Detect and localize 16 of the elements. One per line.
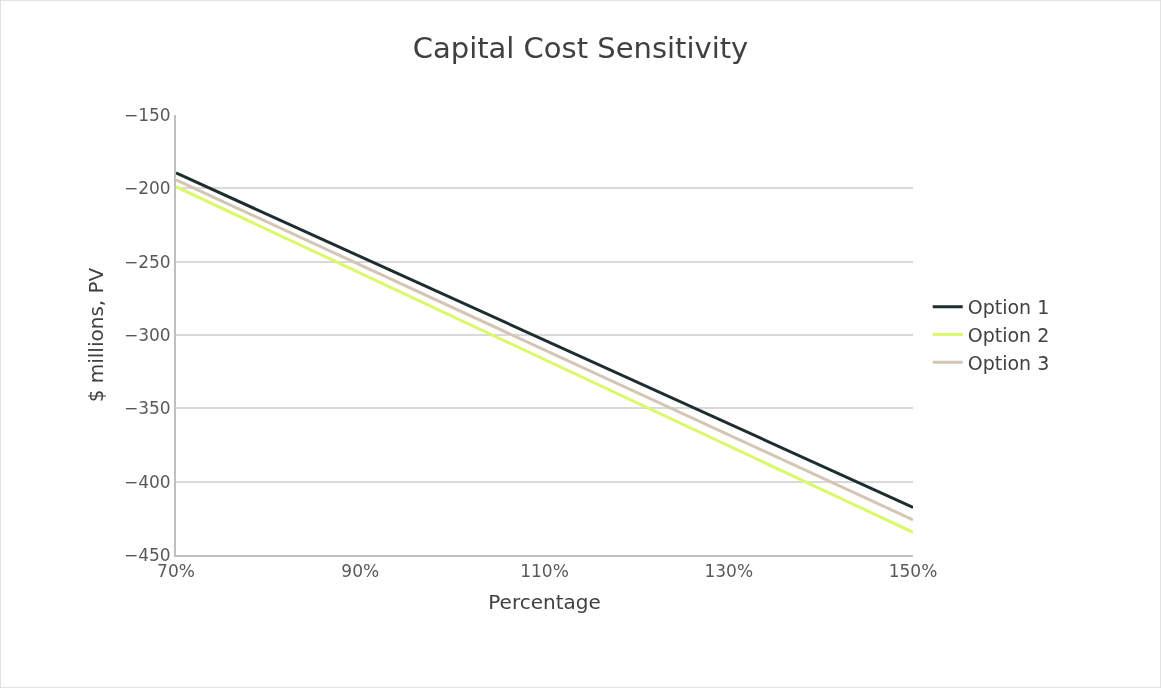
x-tick-label: 150% — [888, 561, 938, 582]
x-tick-label: 90% — [341, 561, 380, 582]
x-axis-title: Percentage — [488, 590, 601, 615]
y-tick-label: −300 — [123, 324, 171, 345]
chart-title: Capital Cost Sensitivity — [412, 31, 749, 66]
x-tick-label: 130% — [704, 561, 754, 582]
y-tick-label: −250 — [123, 251, 171, 272]
y-tick-label: −200 — [123, 178, 171, 199]
y-axis-title: $ millions, PV — [83, 267, 108, 403]
x-tick-label: 110% — [520, 561, 569, 582]
y-tick-label: −400 — [123, 471, 171, 492]
legend-label: Option 2 — [967, 323, 1050, 346]
legend-label: Option 3 — [967, 351, 1050, 374]
y-tick-label: −150 — [123, 104, 171, 125]
legend-label: Option 1 — [967, 296, 1050, 319]
y-tick-label: −350 — [123, 398, 171, 419]
